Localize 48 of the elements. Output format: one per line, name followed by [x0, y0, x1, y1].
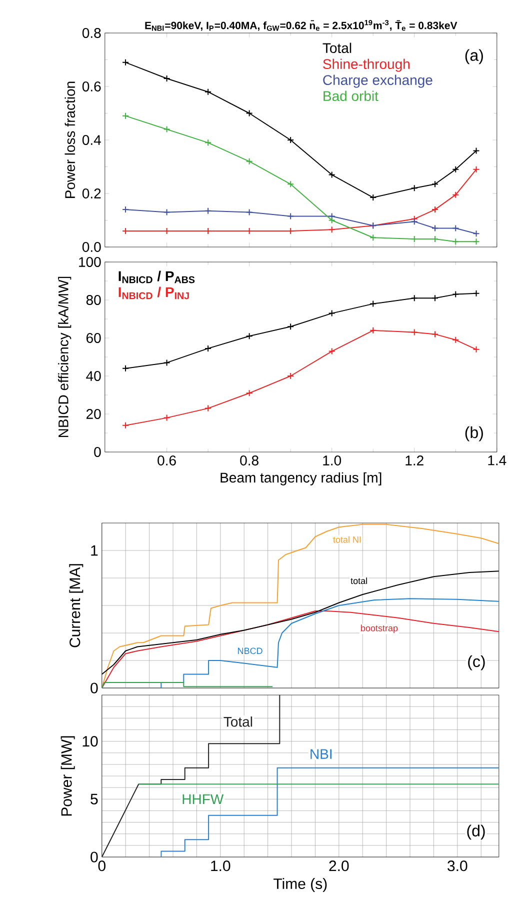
y-tick-label: 0 — [90, 682, 98, 694]
y-axis-title: Power [MW] — [60, 736, 75, 816]
y-tick-label: 5 — [90, 794, 98, 804]
y-axis-title: NBICD efficiency [kA/MW] — [58, 276, 72, 438]
y-tick-label: 10 — [82, 736, 98, 747]
y-axis-title: Power loss fraction — [64, 82, 76, 198]
series-label: bootstrap — [361, 624, 398, 634]
annotation: (a) — [465, 49, 483, 64]
y-axis-title: Current [MA] — [69, 564, 84, 648]
text: Charge exchange — [323, 74, 432, 88]
y-tick-label: 0.6 — [82, 82, 101, 92]
x-tick-label: 0.8 — [240, 456, 258, 466]
y-tick-label: 0.2 — [82, 188, 101, 198]
series-label: Total — [224, 716, 252, 727]
y-tick-label: 0.0 — [82, 242, 101, 252]
annotation: (d) — [467, 824, 485, 840]
text: I$_{NBICD}$ / P$_{INJ}$ — [118, 286, 189, 300]
y-tick-label: 0 — [94, 447, 101, 457]
x-tick-label: 1.0 — [323, 456, 342, 466]
x-tick-label: 3.0 — [448, 860, 468, 872]
chart-title: E$_{NBI}$=90keV, I$_{P}$=0.40MA, f$_{GW}$=0.62 n̄$_{e}$ = 2.5x10$^{19}$m$^{-3}$, T̄$_{e}$ = 0.83keV — [145, 20, 458, 31]
y-tick-label: 1 — [91, 545, 98, 556]
y-tick-label: 40 — [86, 371, 101, 381]
series-label: NBCD — [238, 648, 262, 654]
y-tick-label: 0.8 — [82, 28, 101, 38]
text: I$_{NBICD}$ / P$_{ABS}$ — [118, 270, 195, 284]
x-tick-label: 1.4 — [488, 456, 506, 466]
x-axis-title: Time (s) — [274, 878, 327, 892]
y-tick-label: 0 — [90, 852, 98, 862]
annotation: (b) — [465, 426, 483, 442]
annotation: (c) — [468, 655, 485, 670]
series-label: NBI — [310, 749, 332, 759]
x-tick-label: 1.2 — [406, 456, 424, 466]
text: Total — [322, 42, 352, 54]
series-label: HHFW — [182, 794, 224, 804]
x-tick-label: 0.6 — [158, 456, 176, 466]
x-axis-title: Beam tangency radius [m] — [220, 472, 382, 486]
x-tick-label: 2.0 — [329, 860, 349, 872]
text: Shine-through — [323, 58, 410, 72]
y-tick-label: 20 — [86, 409, 101, 419]
y-tick-label: 60 — [86, 333, 101, 343]
series-label: total NI — [333, 536, 361, 543]
series-label: total — [350, 577, 367, 584]
text: Bad orbit — [324, 90, 378, 102]
y-tick-label: 100 — [79, 257, 101, 267]
y-tick-label: 0.4 — [82, 135, 101, 145]
y-tick-label: 80 — [86, 295, 101, 305]
x-tick-label: 1.0 — [211, 860, 230, 872]
